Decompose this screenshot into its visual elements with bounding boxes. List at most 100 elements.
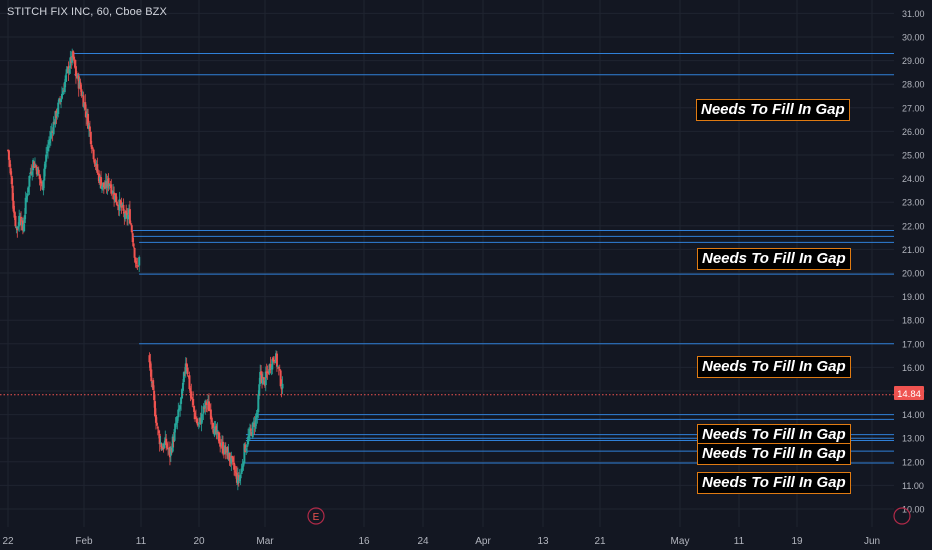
candle-body <box>129 223 132 225</box>
y-tick-label: 20.00 <box>902 269 925 279</box>
gap-annotation-1[interactable]: Needs To Fill In Gap <box>696 99 850 121</box>
candle-body <box>254 417 257 429</box>
y-tick-label: 17.00 <box>902 339 925 349</box>
candle-body <box>242 462 245 467</box>
candle-body <box>15 226 18 228</box>
candle-body <box>49 132 52 140</box>
candle-body <box>46 151 49 153</box>
candle-body <box>217 431 220 434</box>
candle-body <box>88 126 91 132</box>
candle-body <box>248 435 251 438</box>
candle-body <box>276 365 279 367</box>
candle-body <box>271 359 274 370</box>
candle-body <box>20 216 23 226</box>
candle-body <box>9 168 12 175</box>
candle-body <box>260 371 263 376</box>
y-tick-label: 18.00 <box>902 316 925 326</box>
candle-body <box>174 423 177 430</box>
candle-body <box>103 186 106 189</box>
x-tick-label: 13 <box>537 536 549 547</box>
candle-body <box>272 357 275 362</box>
time-axis[interactable]: 22 Feb 11 20 Mar 16 24 Apr 13 21 May 11 19 Jun <box>2 536 880 547</box>
candle-body <box>240 468 243 474</box>
y-tick-label: 14.00 <box>902 410 925 420</box>
candle-body <box>91 147 94 149</box>
candle-body <box>43 168 46 181</box>
candle-body <box>234 472 237 474</box>
candle-body <box>68 68 71 74</box>
candle-body <box>171 436 174 452</box>
candle-body <box>215 425 218 435</box>
candle-body <box>249 428 252 431</box>
gap-annotation-4[interactable]: Needs To Fill In Gap <box>697 424 851 446</box>
candle-body <box>47 146 50 152</box>
earnings-marker[interactable]: E <box>307 507 325 525</box>
candle-body <box>275 353 278 367</box>
earnings-circle <box>307 507 325 525</box>
candle-body <box>158 433 161 445</box>
candle-body <box>18 215 21 227</box>
candle-body <box>180 397 183 404</box>
candle-body <box>181 382 184 391</box>
candle-body <box>159 442 162 445</box>
candle-body <box>179 405 182 409</box>
candle-body <box>273 359 276 362</box>
candle-body <box>247 436 250 445</box>
candle-body <box>210 417 213 422</box>
candle-body <box>132 243 135 247</box>
candle-body <box>90 144 93 149</box>
candle-body <box>60 93 63 99</box>
candle-body <box>52 121 55 135</box>
candle-body <box>74 59 77 68</box>
candle-body <box>232 457 235 462</box>
candle-body <box>219 442 222 447</box>
y-tick-label: 10.00 <box>902 505 925 515</box>
gap-annotation-3[interactable]: Needs To Fill In Gap <box>697 356 851 378</box>
y-tick-label: 30.00 <box>902 33 925 43</box>
candle-body <box>205 402 208 405</box>
y-tick-label: 13.00 <box>902 434 925 444</box>
candle-body <box>131 233 134 243</box>
candle-body <box>279 370 282 387</box>
candle-body <box>84 102 87 110</box>
candle-body <box>44 161 47 169</box>
candle-body <box>56 112 59 117</box>
candle-body <box>138 257 141 266</box>
chart-grid <box>0 0 894 527</box>
candle-body <box>195 418 198 424</box>
price-axis[interactable]: 10.0011.0012.0013.0014.0015.0016.0017.00… <box>902 9 925 515</box>
candle-body <box>119 200 122 204</box>
candle-body <box>188 375 191 390</box>
last-price-badge-bg <box>894 386 924 400</box>
candle-body <box>256 412 259 418</box>
candle-body <box>22 224 25 232</box>
gap-annotation-6[interactable]: Needs To Fill In Gap <box>697 472 851 494</box>
y-tick-label: 25.00 <box>902 151 925 161</box>
candle-body <box>125 210 128 214</box>
gap-annotation-5[interactable]: Needs To Fill In Gap <box>697 443 851 465</box>
candle-body <box>64 75 67 83</box>
gap-annotation-2[interactable]: Needs To Fill In Gap <box>697 248 851 270</box>
candle-body <box>60 98 63 103</box>
candle-body <box>281 383 284 389</box>
symbol-legend[interactable]: STITCH FIX INC, 60, Cboe BZX <box>7 6 167 18</box>
candle-body <box>230 455 233 464</box>
y-tick-label: 12.00 <box>902 457 925 467</box>
next-event-circle[interactable] <box>893 507 911 525</box>
candle-body <box>175 423 178 425</box>
x-tick-label: Feb <box>75 536 93 547</box>
candle-body <box>239 474 242 479</box>
candle-body <box>261 378 264 385</box>
candle-body <box>186 367 189 375</box>
candle-body <box>26 193 29 197</box>
candle-body <box>248 429 251 436</box>
y-tick-label: 19.00 <box>902 292 925 302</box>
candle-body <box>34 165 37 167</box>
candle-body <box>28 175 31 187</box>
candle-body <box>264 371 267 386</box>
candle-body <box>160 443 163 450</box>
candle-body <box>37 169 40 174</box>
y-tick-label: 29.00 <box>902 56 925 66</box>
candle-body <box>278 369 281 371</box>
